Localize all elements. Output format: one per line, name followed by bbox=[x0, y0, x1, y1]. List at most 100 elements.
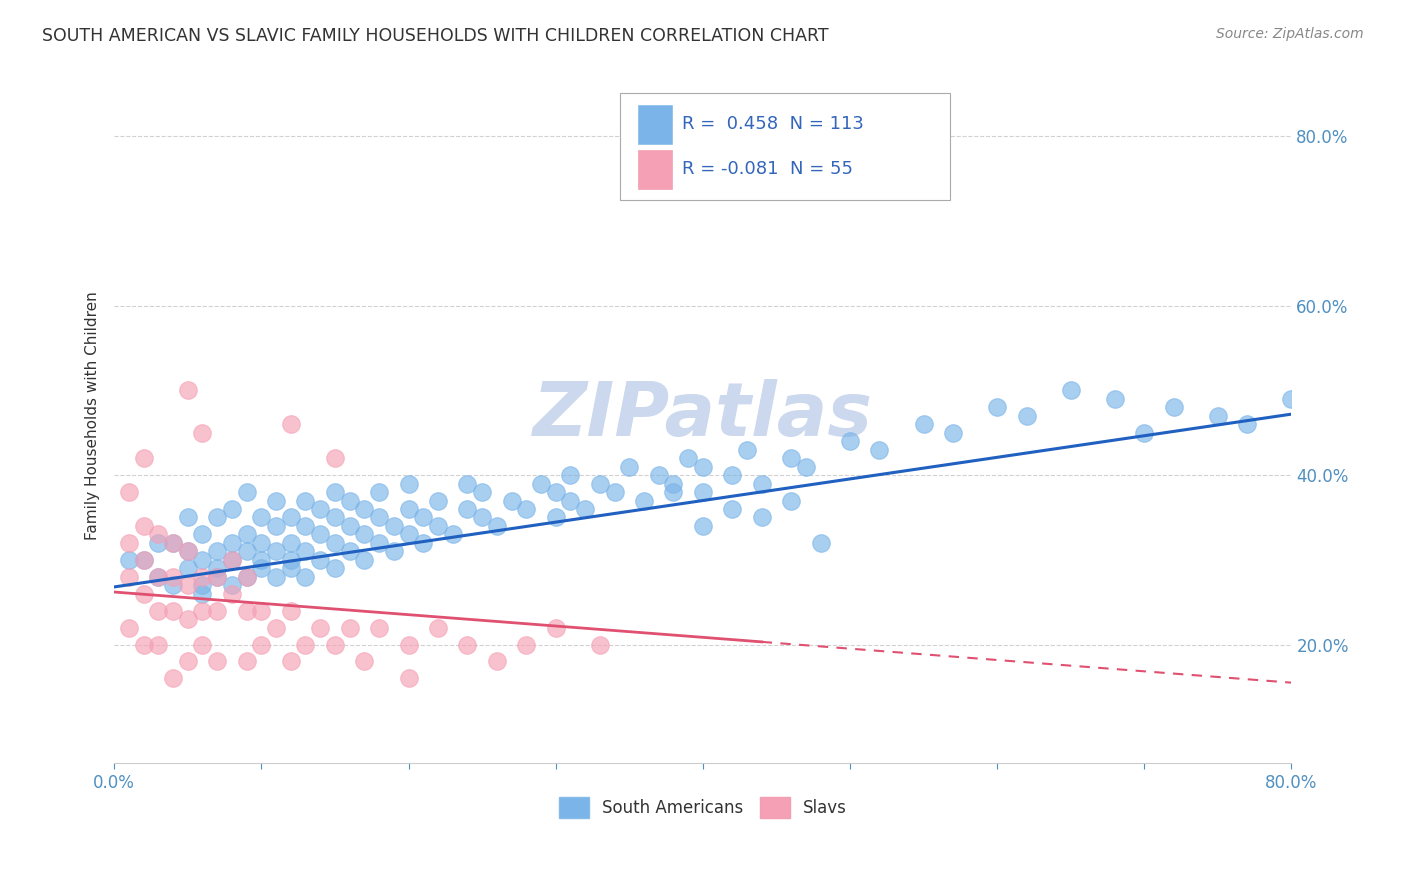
Point bbox=[810, 536, 832, 550]
Point bbox=[485, 519, 508, 533]
Point bbox=[205, 561, 228, 575]
Point bbox=[264, 519, 287, 533]
Text: ZIPatlas: ZIPatlas bbox=[533, 379, 873, 452]
Point bbox=[148, 570, 170, 584]
Point bbox=[162, 672, 184, 686]
Point bbox=[118, 553, 141, 567]
Point bbox=[412, 510, 434, 524]
Point bbox=[426, 493, 449, 508]
Text: SOUTH AMERICAN VS SLAVIC FAMILY HOUSEHOLDS WITH CHILDREN CORRELATION CHART: SOUTH AMERICAN VS SLAVIC FAMILY HOUSEHOL… bbox=[42, 27, 828, 45]
Point bbox=[1236, 417, 1258, 432]
Point bbox=[619, 459, 641, 474]
Point bbox=[382, 519, 405, 533]
Point bbox=[912, 417, 935, 432]
Point bbox=[205, 570, 228, 584]
Point bbox=[250, 510, 273, 524]
Point bbox=[339, 493, 361, 508]
Point bbox=[191, 527, 214, 541]
Point bbox=[162, 604, 184, 618]
Point bbox=[177, 510, 200, 524]
Point bbox=[280, 561, 302, 575]
Point bbox=[177, 544, 200, 558]
Point bbox=[294, 638, 316, 652]
Point bbox=[177, 655, 200, 669]
Point bbox=[148, 536, 170, 550]
Point bbox=[456, 502, 478, 516]
Point bbox=[633, 493, 655, 508]
Point bbox=[148, 527, 170, 541]
Point bbox=[412, 536, 434, 550]
Point bbox=[1060, 384, 1083, 398]
Point bbox=[191, 570, 214, 584]
Point bbox=[177, 384, 200, 398]
Point bbox=[309, 553, 332, 567]
Point bbox=[235, 485, 257, 500]
Point bbox=[118, 536, 141, 550]
Point bbox=[191, 578, 214, 592]
Point bbox=[250, 553, 273, 567]
Point bbox=[309, 621, 332, 635]
Point bbox=[471, 485, 494, 500]
Point bbox=[235, 544, 257, 558]
Point bbox=[368, 536, 391, 550]
Point bbox=[751, 476, 773, 491]
Point bbox=[280, 604, 302, 618]
Point bbox=[780, 451, 803, 466]
Point bbox=[398, 638, 420, 652]
Point bbox=[221, 502, 243, 516]
Point bbox=[868, 442, 890, 457]
Point bbox=[485, 655, 508, 669]
Point bbox=[735, 442, 758, 457]
Point bbox=[368, 510, 391, 524]
Point bbox=[191, 425, 214, 440]
Text: R = -0.081  N = 55: R = -0.081 N = 55 bbox=[682, 161, 852, 178]
Point bbox=[280, 510, 302, 524]
Point bbox=[368, 621, 391, 635]
Point bbox=[353, 655, 375, 669]
Point bbox=[221, 587, 243, 601]
Point bbox=[560, 493, 582, 508]
Point bbox=[221, 536, 243, 550]
Point bbox=[530, 476, 553, 491]
Point bbox=[368, 485, 391, 500]
Point bbox=[264, 621, 287, 635]
Point bbox=[205, 604, 228, 618]
Point bbox=[721, 468, 744, 483]
Point bbox=[751, 510, 773, 524]
Point bbox=[603, 485, 626, 500]
Point bbox=[441, 527, 464, 541]
FancyBboxPatch shape bbox=[638, 104, 672, 144]
FancyBboxPatch shape bbox=[620, 93, 950, 201]
Point bbox=[676, 451, 699, 466]
Point bbox=[280, 417, 302, 432]
Point bbox=[398, 476, 420, 491]
Point bbox=[235, 570, 257, 584]
Point bbox=[294, 519, 316, 533]
Point bbox=[191, 604, 214, 618]
Y-axis label: Family Households with Children: Family Households with Children bbox=[86, 292, 100, 541]
Point bbox=[1133, 425, 1156, 440]
Point bbox=[1015, 409, 1038, 423]
Point bbox=[205, 510, 228, 524]
Point bbox=[118, 485, 141, 500]
Point bbox=[162, 536, 184, 550]
Point bbox=[398, 672, 420, 686]
Point bbox=[250, 536, 273, 550]
Point bbox=[177, 544, 200, 558]
Point bbox=[692, 485, 714, 500]
Point bbox=[191, 638, 214, 652]
Point bbox=[191, 553, 214, 567]
Point bbox=[942, 425, 965, 440]
Point bbox=[162, 536, 184, 550]
Point bbox=[323, 485, 346, 500]
Point bbox=[560, 468, 582, 483]
Point bbox=[162, 570, 184, 584]
Point bbox=[235, 604, 257, 618]
Point bbox=[191, 587, 214, 601]
Point bbox=[205, 655, 228, 669]
Point bbox=[132, 587, 155, 601]
Point bbox=[456, 476, 478, 491]
Point bbox=[132, 553, 155, 567]
Point bbox=[398, 502, 420, 516]
Point bbox=[323, 561, 346, 575]
